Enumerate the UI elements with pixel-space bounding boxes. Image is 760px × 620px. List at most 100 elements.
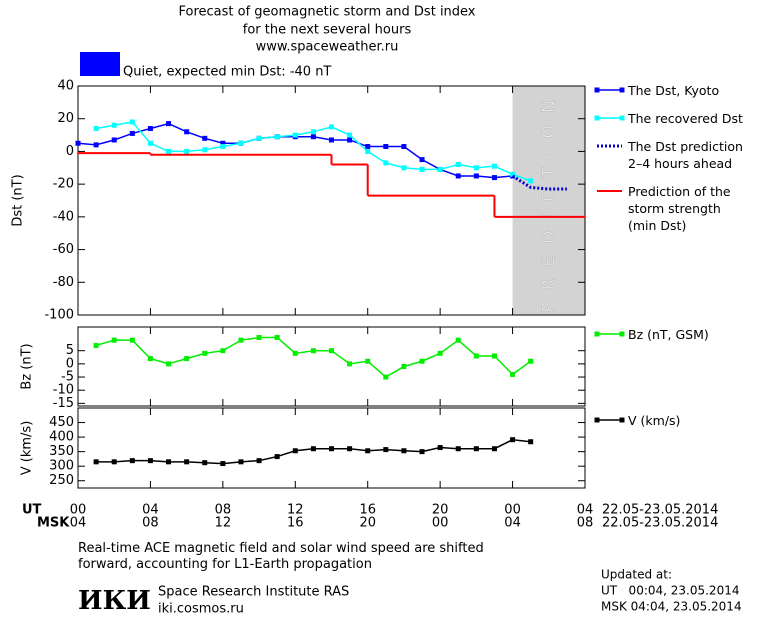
data-point	[437, 350, 443, 356]
legend-marker	[594, 417, 600, 423]
data-point	[473, 173, 479, 179]
data-point	[310, 129, 316, 135]
data-point	[455, 162, 461, 168]
data-point	[256, 135, 262, 141]
data-point	[455, 337, 461, 343]
legend-marker	[619, 331, 625, 337]
data-point	[383, 144, 389, 150]
y-tick-label: -5	[61, 370, 74, 385]
y-tick-label: -10	[53, 383, 74, 398]
data-point	[491, 446, 497, 452]
data-point	[473, 446, 479, 452]
data-point	[220, 461, 226, 467]
y-tick-label: -80	[53, 275, 74, 290]
prediction-label: PREDICTION	[539, 88, 559, 312]
data-point	[510, 371, 516, 377]
legend-marker	[594, 87, 600, 93]
data-point	[166, 148, 172, 154]
data-point	[129, 119, 135, 125]
y-tick-label: 300	[49, 459, 74, 474]
data-point	[111, 459, 117, 465]
y-axis-label: Dst (nT)	[11, 174, 26, 226]
data-point	[274, 335, 280, 341]
x-tick-label: 00	[432, 516, 449, 531]
plot-frame	[77, 407, 586, 489]
data-point	[274, 134, 280, 140]
institute: Space Research Institute RAS	[158, 585, 349, 600]
y-axis-label: Bz (nT)	[20, 343, 35, 389]
x-tick-label: 00	[504, 503, 521, 518]
data-point	[238, 140, 244, 146]
data-point	[220, 140, 226, 146]
status-box	[80, 52, 120, 76]
x-tick-label: 12	[215, 516, 232, 531]
title-line: www.spaceweather.ru	[256, 40, 399, 55]
data-point	[93, 342, 99, 348]
x-tick-label: 20	[432, 503, 449, 518]
data-point	[383, 447, 389, 453]
data-point	[256, 458, 262, 464]
series-line	[96, 438, 531, 465]
legend-marker	[594, 115, 600, 121]
y-tick-label: 450	[49, 415, 74, 430]
plot-frame	[77, 326, 586, 407]
data-point	[256, 335, 262, 341]
data-point	[202, 350, 208, 356]
data-point	[437, 166, 443, 172]
data-point	[383, 374, 389, 380]
data-point	[147, 458, 153, 464]
y-tick-label: 350	[49, 444, 74, 459]
data-point	[202, 135, 208, 141]
data-point	[510, 171, 516, 177]
data-point	[310, 134, 316, 140]
data-point	[111, 122, 117, 128]
data-point	[147, 140, 153, 146]
data-point	[129, 130, 135, 136]
x-tick-label: 16	[287, 516, 304, 531]
data-point	[401, 364, 407, 369]
data-point	[93, 142, 99, 148]
data-point	[129, 337, 135, 343]
x-tick-label: 16	[359, 503, 376, 518]
y-tick-label: 20	[57, 111, 74, 126]
title-line: Forecast of geomagnetic storm and Dst in…	[178, 5, 475, 20]
data-point	[184, 459, 190, 465]
updated-title: Updated at:	[601, 568, 672, 582]
data-point	[365, 148, 371, 154]
data-point	[347, 446, 353, 452]
data-point	[292, 448, 298, 454]
x-tick-label: 08	[142, 516, 159, 531]
data-point	[401, 165, 407, 171]
data-point	[528, 178, 534, 184]
data-point	[510, 437, 516, 443]
x-tick-label: 00	[70, 503, 87, 518]
plot-frame	[77, 85, 586, 316]
data-point	[310, 348, 316, 354]
data-point	[528, 439, 534, 445]
y-tick-label: 40	[57, 79, 74, 94]
series-line	[95, 336, 532, 378]
x-tick-label: 04	[577, 503, 594, 518]
data-point	[129, 458, 135, 464]
data-point	[365, 144, 371, 150]
updated-ut: UT 00:04, 23.05.2014	[601, 584, 739, 598]
data-point	[292, 350, 298, 356]
series-line	[77, 122, 513, 179]
legend-label: The recovered Dst	[628, 111, 743, 126]
y-axis-label: V (km/s)	[20, 421, 35, 476]
data-point	[75, 140, 81, 146]
data-point	[147, 126, 153, 132]
legend-marker	[619, 87, 625, 93]
y-tick-label: 400	[49, 430, 74, 445]
data-point	[437, 445, 443, 451]
y-tick-label: -60	[53, 242, 74, 257]
prediction-region	[512, 86, 585, 315]
x-row-name: MSK	[37, 516, 70, 531]
data-point	[184, 356, 190, 362]
website: iki.cosmos.ru	[158, 602, 244, 617]
data-point	[365, 448, 371, 454]
data-point	[491, 163, 497, 169]
data-point	[419, 358, 425, 364]
